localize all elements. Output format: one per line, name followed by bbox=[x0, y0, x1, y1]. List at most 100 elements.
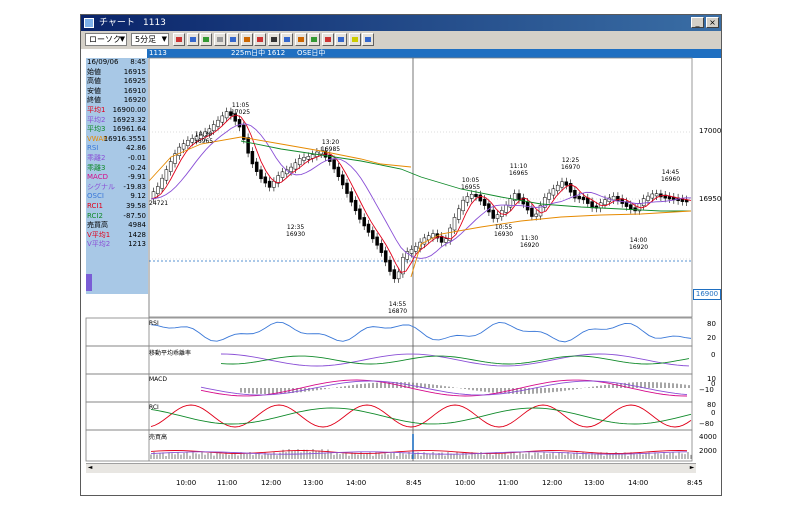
x-axis-label: 12:00 bbox=[261, 479, 281, 487]
candle bbox=[444, 239, 447, 243]
pointer-icon[interactable] bbox=[268, 33, 280, 46]
rsi-tick: 80 bbox=[707, 320, 716, 328]
close-icon[interactable]: × bbox=[706, 17, 719, 28]
line-icon[interactable] bbox=[187, 33, 199, 46]
zoom-icon-glyph bbox=[284, 37, 290, 42]
chevron-down-icon: ▼ bbox=[120, 34, 125, 45]
window-icon[interactable] bbox=[227, 33, 239, 46]
main-panel-frame bbox=[149, 58, 692, 317]
rci-title: RCI bbox=[149, 404, 159, 411]
rsi-tick: 20 bbox=[707, 334, 716, 342]
annotation-label: 14:45 16960 bbox=[661, 169, 680, 183]
annotation-label: 11:10 16965 bbox=[509, 163, 528, 177]
zoom-icon[interactable] bbox=[281, 33, 293, 46]
candle bbox=[303, 157, 306, 160]
dev-title: 移動平均乖離率 bbox=[149, 348, 191, 357]
signal-line bbox=[201, 381, 687, 395]
trend-icon[interactable] bbox=[241, 33, 253, 46]
horizontal-scrollbar[interactable]: ◄ ► bbox=[86, 463, 696, 473]
candle bbox=[582, 197, 585, 200]
candle bbox=[169, 162, 172, 172]
toolbar: ローソク ▼ 5分足 ▼ bbox=[81, 31, 721, 50]
fib-icon-glyph bbox=[298, 37, 304, 42]
annotation-label: 10:05 16955 bbox=[461, 177, 480, 191]
candle bbox=[591, 202, 594, 208]
window-title: チャート bbox=[99, 15, 135, 31]
settings-icon-glyph bbox=[365, 37, 371, 42]
sub-panel-frame bbox=[86, 318, 692, 346]
candle bbox=[462, 200, 465, 211]
settings-icon[interactable] bbox=[362, 33, 374, 46]
candle bbox=[268, 181, 271, 187]
candle bbox=[578, 196, 581, 199]
x-axis-label: 11:00 bbox=[217, 479, 237, 487]
candle bbox=[470, 194, 473, 198]
candle bbox=[212, 125, 215, 131]
fib-icon[interactable] bbox=[295, 33, 307, 46]
candle bbox=[535, 214, 538, 217]
x-axis-label: 8:45 bbox=[406, 479, 422, 487]
candle bbox=[247, 138, 250, 154]
candle bbox=[371, 230, 374, 238]
current-price-box: 16900 bbox=[693, 289, 721, 300]
annotation-label: 11:30 16920 bbox=[520, 235, 539, 249]
circle-icon[interactable] bbox=[349, 33, 361, 46]
annotation-label: 12:35 16930 bbox=[286, 224, 305, 238]
candle bbox=[260, 170, 263, 179]
rci-tick: 0 bbox=[711, 409, 715, 417]
annotation-label: 14:55 16870 bbox=[388, 301, 407, 315]
cross-icon-glyph bbox=[257, 37, 263, 42]
candle bbox=[496, 215, 499, 219]
candle bbox=[651, 194, 654, 198]
paint-icon-glyph bbox=[338, 37, 344, 42]
chevron-down-icon: ▼ bbox=[162, 34, 167, 45]
rci2-line bbox=[151, 408, 691, 424]
candle bbox=[393, 270, 396, 279]
candle bbox=[277, 176, 280, 184]
chart-window: チャート 1113 _ × ローソク ▼ 5分足 ▼ 1113 225m日中 161… bbox=[80, 14, 722, 496]
x-axis-label: 13:00 bbox=[303, 479, 323, 487]
pen-icon-glyph bbox=[311, 37, 317, 42]
candle bbox=[655, 194, 658, 196]
minimize-icon[interactable]: _ bbox=[691, 17, 704, 28]
candlestick-chart[interactable] bbox=[81, 49, 721, 495]
candle bbox=[466, 196, 469, 202]
rci-tick: 80 bbox=[707, 401, 716, 409]
candle bbox=[186, 140, 189, 145]
dev-tick: 0 bbox=[711, 351, 715, 359]
candle bbox=[290, 167, 293, 172]
annotation-label: 11:05 17025 bbox=[231, 102, 250, 116]
cross-icon[interactable] bbox=[254, 33, 266, 46]
volume-tick: 2000 bbox=[699, 447, 717, 455]
annotation-label: 13:20 16985 bbox=[321, 139, 340, 153]
candle-icon[interactable] bbox=[173, 33, 185, 46]
macd-tick: −10 bbox=[699, 386, 714, 394]
paint-icon[interactable] bbox=[335, 33, 347, 46]
candle bbox=[165, 170, 168, 181]
volume-title: 売買高 bbox=[149, 432, 167, 441]
scroll-right-icon[interactable]: ► bbox=[688, 464, 696, 472]
price-axis-label: 16950 bbox=[699, 195, 721, 203]
candle bbox=[642, 199, 645, 206]
scroll-left-icon[interactable]: ◄ bbox=[86, 464, 94, 472]
candle bbox=[281, 172, 284, 178]
pen-icon[interactable] bbox=[308, 33, 320, 46]
grid-icon[interactable] bbox=[214, 33, 226, 46]
candle bbox=[341, 175, 344, 185]
interval-select[interactable]: 5分足 ▼ bbox=[131, 33, 169, 46]
candle bbox=[367, 224, 370, 232]
candle-icon-glyph bbox=[176, 37, 182, 42]
candle bbox=[350, 192, 353, 203]
candle bbox=[505, 205, 508, 212]
x-axis-label: 8:45 bbox=[687, 479, 703, 487]
table-icon[interactable] bbox=[200, 33, 212, 46]
candle bbox=[354, 200, 357, 211]
chart-area: 1113 225m日中 1612 OSE日中 16/09/06 8:45 始値 169… bbox=[81, 49, 721, 495]
candle bbox=[307, 156, 310, 159]
candle bbox=[647, 196, 650, 201]
chart-type-select[interactable]: ローソク ▼ bbox=[85, 33, 127, 46]
deviation-line bbox=[221, 356, 689, 364]
candle bbox=[225, 112, 228, 118]
eraser-icon[interactable] bbox=[322, 33, 334, 46]
chart-type-value: ローソク bbox=[89, 35, 121, 44]
